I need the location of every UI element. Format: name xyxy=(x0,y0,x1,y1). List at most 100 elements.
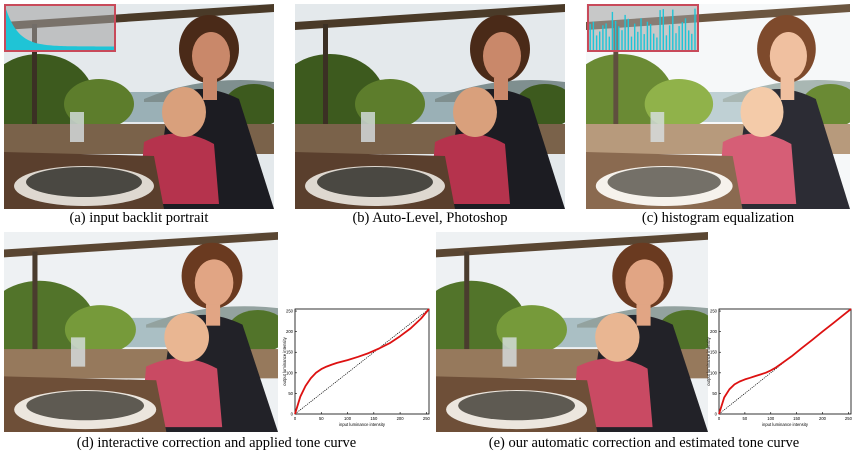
histogram-bar xyxy=(637,31,639,50)
woman-neck xyxy=(494,78,508,100)
y-tick-label: 250 xyxy=(286,309,294,314)
tone-curve-chart-d: 0 50 100 150 200 250 0 50 100 150 200 250 input lumi… xyxy=(282,308,431,427)
x-tick-label: 200 xyxy=(397,416,405,421)
x-tick-label: 0 xyxy=(294,416,297,421)
histogram-bar xyxy=(621,30,623,50)
histogram-area xyxy=(6,9,114,50)
tone-curve-line xyxy=(294,308,430,415)
x-axis-label: input luminance intensity xyxy=(762,422,809,427)
oysters xyxy=(26,167,142,197)
photo xyxy=(436,232,708,432)
x-tick-label: 150 xyxy=(370,416,378,421)
histogram-bar xyxy=(608,36,610,50)
child-face xyxy=(740,87,784,137)
x-tick-label: 50 xyxy=(319,416,324,421)
histogram-bar xyxy=(599,31,601,50)
histogram-bar xyxy=(653,33,655,50)
oysters xyxy=(317,167,433,197)
y-tick-label: 50 xyxy=(288,391,293,396)
histogram-bar xyxy=(659,10,661,50)
histogram-bar xyxy=(624,14,626,50)
y-tick-label: 150 xyxy=(286,350,294,355)
histogram-bar xyxy=(611,11,614,50)
histogram-bar xyxy=(630,36,633,50)
glass xyxy=(70,337,86,367)
child-face xyxy=(162,87,206,137)
child-face xyxy=(164,312,209,362)
histogram-bar xyxy=(618,26,620,50)
child-face xyxy=(595,312,640,362)
photo xyxy=(295,4,565,209)
photo xyxy=(4,232,278,432)
histogram-bar xyxy=(672,9,674,50)
y-tick-label: 250 xyxy=(710,309,718,314)
x-tick-label: 200 xyxy=(819,416,827,421)
histogram-bar xyxy=(688,30,690,50)
y-tick-label: 150 xyxy=(710,350,718,355)
histogram-bar xyxy=(595,35,598,50)
glass xyxy=(70,112,84,142)
photo xyxy=(4,4,274,209)
plot-frame xyxy=(294,308,430,415)
histogram-bar xyxy=(649,24,652,50)
wooden-post xyxy=(32,24,37,134)
caption-a: (a) input backlit portrait xyxy=(69,210,209,226)
y-tick-label: 50 xyxy=(712,391,717,396)
x-tick-label: 50 xyxy=(743,416,748,421)
histogram-inset-c xyxy=(587,4,699,52)
x-tick-label: 100 xyxy=(767,416,775,421)
caption-d: (d) interactive correction and applied t… xyxy=(76,435,357,451)
histogram xyxy=(589,8,696,50)
y-tick-label: 0 xyxy=(291,412,294,417)
histogram-bar xyxy=(605,23,607,50)
histogram-bar xyxy=(662,9,664,50)
oysters xyxy=(607,167,721,197)
histogram-bar xyxy=(691,33,693,50)
histogram-bar xyxy=(634,23,636,50)
woman-face xyxy=(483,32,521,80)
wooden-post xyxy=(32,251,38,359)
glass xyxy=(650,112,665,142)
histogram-bar xyxy=(668,25,671,50)
y-tick-label: 100 xyxy=(710,370,718,375)
x-tick-label: 100 xyxy=(344,416,352,421)
woman-face xyxy=(625,259,664,307)
y-tick-label: 200 xyxy=(286,329,294,334)
oysters xyxy=(26,391,145,421)
photo-panel-d xyxy=(4,232,278,432)
x-axis-label: input luminance intensity xyxy=(339,422,386,427)
histogram-bar xyxy=(640,18,642,50)
histogram-bar xyxy=(681,22,683,50)
caption-e: (e) our automatic correction and estimat… xyxy=(488,435,800,451)
histogram-bar xyxy=(592,21,595,50)
x-tick-label: 0 xyxy=(718,416,721,421)
roof-beam xyxy=(4,232,278,258)
identity-line xyxy=(294,308,430,415)
y-axis-label: output luminance intensity xyxy=(706,336,711,385)
roof-beam xyxy=(295,4,565,30)
woman-neck xyxy=(636,304,651,326)
histogram-bar xyxy=(694,8,696,50)
photo-panel-a xyxy=(4,4,274,209)
photo-panel-e xyxy=(436,232,708,432)
glass xyxy=(502,337,517,367)
wooden-post xyxy=(464,251,470,359)
glass xyxy=(361,112,375,142)
histogram-bar xyxy=(646,21,649,50)
x-tick-label: 150 xyxy=(793,416,801,421)
histogram-bar xyxy=(602,25,604,50)
histogram-bar xyxy=(684,18,687,50)
woman-face xyxy=(769,32,807,80)
caption-b: (b) Auto-Level, Photoshop xyxy=(352,210,508,226)
woman-neck xyxy=(205,304,221,326)
y-tick-label: 100 xyxy=(286,370,294,375)
histogram-bar xyxy=(627,18,629,50)
histogram-bar xyxy=(643,34,645,50)
y-tick-label: 0 xyxy=(715,412,718,417)
histogram-bar xyxy=(665,35,668,50)
oysters xyxy=(458,391,576,421)
woman-neck xyxy=(780,78,795,100)
histogram-bar xyxy=(614,20,617,50)
wooden-post xyxy=(613,24,619,134)
woman-face xyxy=(194,259,234,307)
